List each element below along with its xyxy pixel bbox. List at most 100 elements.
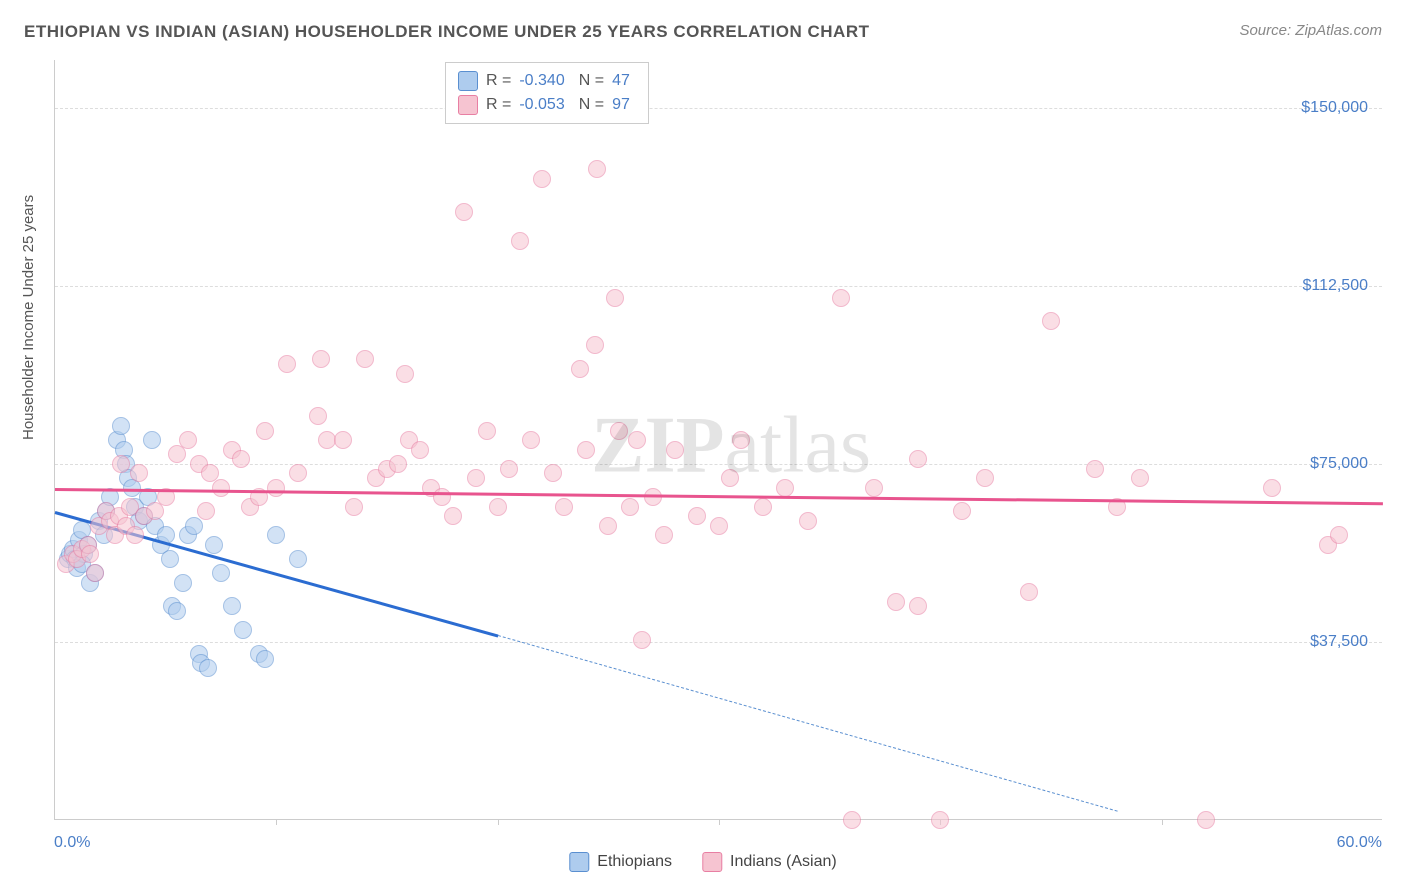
x-tick: [498, 819, 499, 825]
data-point: [606, 289, 624, 307]
data-point: [396, 365, 414, 383]
data-point: [776, 479, 794, 497]
data-point: [633, 631, 651, 649]
y-tick-label: $37,500: [1310, 633, 1368, 651]
chart-title: ETHIOPIAN VS INDIAN (ASIAN) HOUSEHOLDER …: [24, 22, 869, 42]
data-point: [1330, 526, 1348, 544]
x-axis-max-label: 60.0%: [1337, 834, 1382, 852]
data-point: [688, 507, 706, 525]
data-point: [411, 441, 429, 459]
data-point: [289, 464, 307, 482]
data-point: [909, 597, 927, 615]
data-point: [161, 550, 179, 568]
data-point: [312, 350, 330, 368]
data-point: [832, 289, 850, 307]
data-point: [621, 498, 639, 516]
data-point: [588, 160, 606, 178]
data-point: [666, 441, 684, 459]
data-point: [278, 355, 296, 373]
data-point: [126, 526, 144, 544]
data-point: [234, 621, 252, 639]
legend-label: Indians (Asian): [730, 853, 837, 871]
data-point: [112, 455, 130, 473]
data-point: [976, 469, 994, 487]
data-point: [1020, 583, 1038, 601]
data-point: [86, 564, 104, 582]
data-point: [1086, 460, 1104, 478]
data-point: [389, 455, 407, 473]
data-point: [256, 650, 274, 668]
data-point: [571, 360, 589, 378]
data-point: [478, 422, 496, 440]
data-point: [1042, 312, 1060, 330]
legend-row: R =-0.340N =47: [458, 69, 636, 93]
trendline-extrapolated: [498, 635, 1118, 812]
legend-item: Ethiopians: [569, 852, 672, 872]
data-point: [500, 460, 518, 478]
source-attribution: Source: ZipAtlas.com: [1239, 22, 1382, 39]
legend-swatch: [569, 852, 589, 872]
legend-item: Indians (Asian): [702, 852, 837, 872]
data-point: [356, 350, 374, 368]
data-point: [1197, 811, 1215, 829]
data-point: [732, 431, 750, 449]
legend-swatch: [458, 71, 478, 91]
data-point: [168, 602, 186, 620]
data-point: [544, 464, 562, 482]
legend-n-value: 47: [612, 69, 630, 93]
legend-row: R =-0.053N =97: [458, 93, 636, 117]
legend-r-label: R =: [486, 93, 511, 117]
data-point: [223, 597, 241, 615]
y-tick-label: $112,500: [1302, 277, 1368, 295]
correlation-legend: R =-0.340N =47R =-0.053N =97: [445, 62, 649, 124]
data-point: [555, 498, 573, 516]
plot-area: $37,500$75,000$112,500$150,000: [54, 60, 1382, 820]
data-point: [256, 422, 274, 440]
data-point: [267, 526, 285, 544]
data-point: [467, 469, 485, 487]
data-point: [511, 232, 529, 250]
legend-swatch: [702, 852, 722, 872]
data-point: [599, 517, 617, 535]
data-point: [887, 593, 905, 611]
data-point: [953, 502, 971, 520]
legend-n-label: N =: [579, 93, 604, 117]
data-point: [533, 170, 551, 188]
gridline: [55, 464, 1382, 465]
data-point: [267, 479, 285, 497]
data-point: [174, 574, 192, 592]
x-tick: [1162, 819, 1163, 825]
data-point: [212, 564, 230, 582]
data-point: [345, 498, 363, 516]
data-point: [865, 479, 883, 497]
x-axis-min-label: 0.0%: [54, 834, 90, 852]
data-point: [179, 431, 197, 449]
legend-r-value: -0.340: [519, 69, 564, 93]
gridline: [55, 108, 1382, 109]
data-point: [628, 431, 646, 449]
data-point: [334, 431, 352, 449]
data-point: [212, 479, 230, 497]
data-point: [143, 431, 161, 449]
data-point: [1131, 469, 1149, 487]
data-point: [489, 498, 507, 516]
legend-swatch: [458, 95, 478, 115]
data-point: [444, 507, 462, 525]
legend-label: Ethiopians: [597, 853, 672, 871]
legend-r-value: -0.053: [519, 93, 564, 117]
data-point: [522, 431, 540, 449]
legend-r-label: R =: [486, 69, 511, 93]
data-point: [710, 517, 728, 535]
data-point: [843, 811, 861, 829]
data-point: [931, 811, 949, 829]
data-point: [610, 422, 628, 440]
x-tick: [276, 819, 277, 825]
data-point: [1263, 479, 1281, 497]
data-point: [586, 336, 604, 354]
data-point: [199, 659, 217, 677]
y-tick-label: $75,000: [1310, 455, 1368, 473]
data-point: [433, 488, 451, 506]
data-point: [909, 450, 927, 468]
gridline: [55, 286, 1382, 287]
series-legend: Ethiopians Indians (Asian): [569, 852, 836, 872]
